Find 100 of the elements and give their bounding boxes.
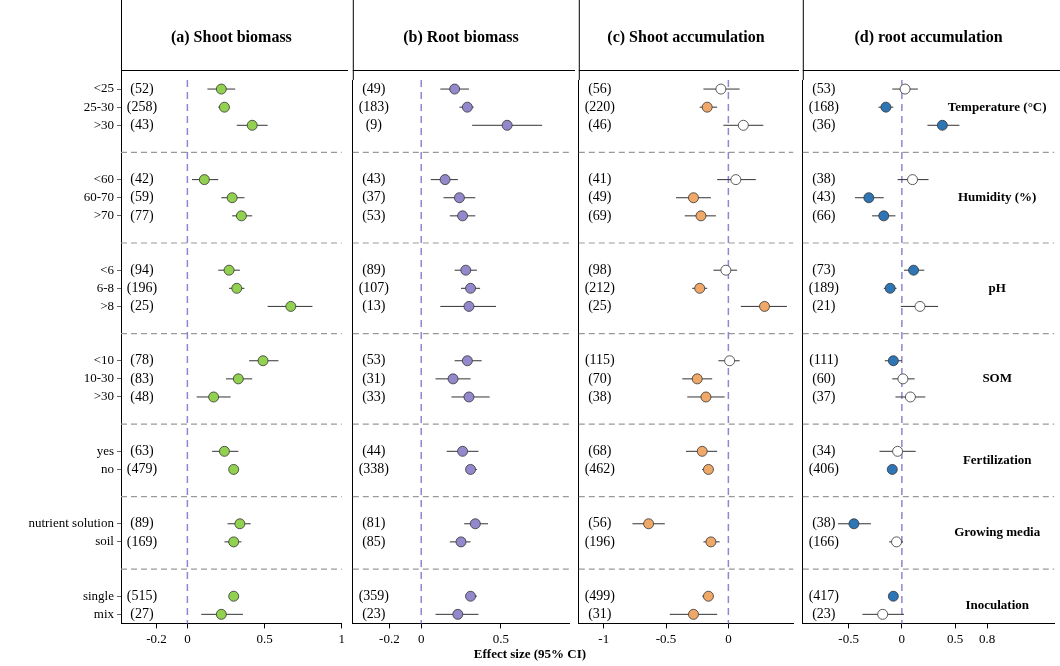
annotation: (53)	[362, 207, 386, 224]
annotation: (183)	[358, 98, 390, 115]
x-tick-label: -0.5	[838, 630, 859, 646]
annotation: (89)	[362, 261, 386, 278]
chart-title: (c) Shoot accumulation	[607, 28, 765, 47]
x-tick-label: -1	[598, 630, 610, 646]
annotation: (37)	[362, 189, 386, 206]
annotation: (168)	[808, 98, 840, 115]
annotation: (60)	[812, 370, 836, 387]
annotation: (59)	[130, 189, 154, 206]
annotation: (98)	[588, 261, 612, 278]
y-tick-label: >8	[100, 297, 114, 313]
y-tick-label: 6-8	[96, 279, 114, 295]
annotation: (43)	[812, 189, 836, 206]
y-tick-label: yes	[96, 442, 114, 458]
annotation: Growing media	[954, 524, 1041, 540]
y-tick-label: 10-30	[83, 370, 114, 386]
annotation: (81)	[362, 515, 386, 532]
annotation: (196)	[126, 279, 158, 296]
annotation: (479)	[126, 461, 158, 478]
annotation: (21)	[812, 298, 836, 315]
annotation: (77)	[130, 207, 154, 224]
annotation: (23)	[812, 606, 836, 623]
annotation: (189)	[808, 279, 840, 296]
annotation: Humidity (%)	[958, 189, 1037, 205]
annotation: (13)	[362, 298, 386, 315]
annotation: (9)	[365, 116, 383, 133]
annotation: (23)	[362, 606, 386, 623]
annotation: (406)	[808, 461, 840, 478]
y-tick-label: <10	[93, 352, 114, 368]
annotation: SOM	[982, 370, 1013, 386]
y-tick-label: >30	[93, 116, 114, 132]
annotation: Inoculation	[965, 596, 1030, 612]
annotation: (49)	[588, 189, 612, 206]
annotation: Fertilization	[962, 451, 1033, 467]
annotation: (169)	[126, 533, 158, 550]
y-tick-label: single	[82, 587, 115, 603]
y-tick-label: no	[101, 460, 114, 476]
x-tick-label: 0.5	[947, 630, 964, 646]
annotation: (166)	[808, 533, 840, 550]
x-tick-label: -0.2	[379, 630, 400, 646]
y-tick-label: <60	[93, 171, 114, 187]
annotation: (56)	[588, 515, 612, 532]
annotation: (258)	[126, 98, 158, 115]
annotation: (73)	[812, 261, 836, 278]
y-tick-label: 25-30	[83, 98, 114, 114]
annotation: (462)	[584, 461, 616, 478]
annotation: (41)	[588, 171, 612, 188]
annotation: (53)	[362, 352, 386, 369]
x-tick-label: 1	[338, 630, 345, 646]
annotation: (359)	[358, 587, 390, 604]
annotation: (115)	[584, 352, 616, 369]
y-tick-label: nutrient solution	[28, 515, 115, 531]
annotation: (43)	[362, 171, 386, 188]
x-axis-title: Effect size (95% CI)	[472, 646, 588, 662]
x-tick-label: -0.2	[146, 630, 167, 646]
y-tick-label: mix	[93, 605, 115, 621]
x-tick-label: 0	[184, 630, 191, 646]
annotation: (68)	[588, 443, 612, 459]
annotation: (27)	[130, 606, 154, 623]
annotation: Temperature (°C)	[947, 98, 1047, 114]
annotation: (42)	[130, 171, 154, 188]
annotation: (70)	[588, 370, 612, 387]
y-tick-label: >30	[93, 388, 114, 404]
annotation: (46)	[588, 116, 612, 133]
annotation: (499)	[584, 587, 616, 604]
chart-title: (a) Shoot biomass	[170, 28, 292, 47]
annotation: (212)	[584, 279, 616, 296]
annotation: (78)	[130, 352, 154, 369]
annotation: (43)	[130, 116, 154, 133]
annotation: pH	[988, 279, 1006, 295]
y-tick-label: <6	[100, 261, 115, 277]
annotation: (37)	[812, 388, 836, 405]
annotation: (49)	[362, 80, 386, 97]
x-tick-label: 0	[725, 630, 732, 646]
annotation: (31)	[362, 370, 386, 387]
annotation: (107)	[358, 279, 390, 296]
chart-title: (d) root accumulation	[854, 28, 1003, 47]
annotation: (38)	[812, 171, 836, 188]
annotation: (34)	[812, 443, 836, 459]
y-tick-label: soil	[95, 533, 115, 549]
annotation: (417)	[808, 587, 840, 604]
annotation: (56)	[588, 80, 612, 97]
annotation: (38)	[588, 388, 612, 405]
annotation: (85)	[362, 533, 386, 550]
annotation: (53)	[812, 80, 836, 97]
annotation: (94)	[130, 261, 154, 278]
annotation: (515)	[126, 587, 158, 604]
x-tick-label: 0	[898, 630, 906, 646]
annotation: (220)	[584, 98, 616, 115]
annotation: (52)	[130, 80, 154, 97]
annotation: (83)	[130, 370, 154, 387]
annotation: (89)	[130, 515, 154, 532]
y-tick-label: >70	[93, 207, 114, 223]
annotation: (48)	[130, 388, 154, 405]
y-tick-label: 60-70	[83, 189, 114, 205]
y-tick-label: <25	[93, 80, 114, 96]
annotation: (63)	[130, 443, 154, 459]
annotation: (31)	[588, 606, 612, 623]
annotation: (69)	[588, 207, 612, 224]
